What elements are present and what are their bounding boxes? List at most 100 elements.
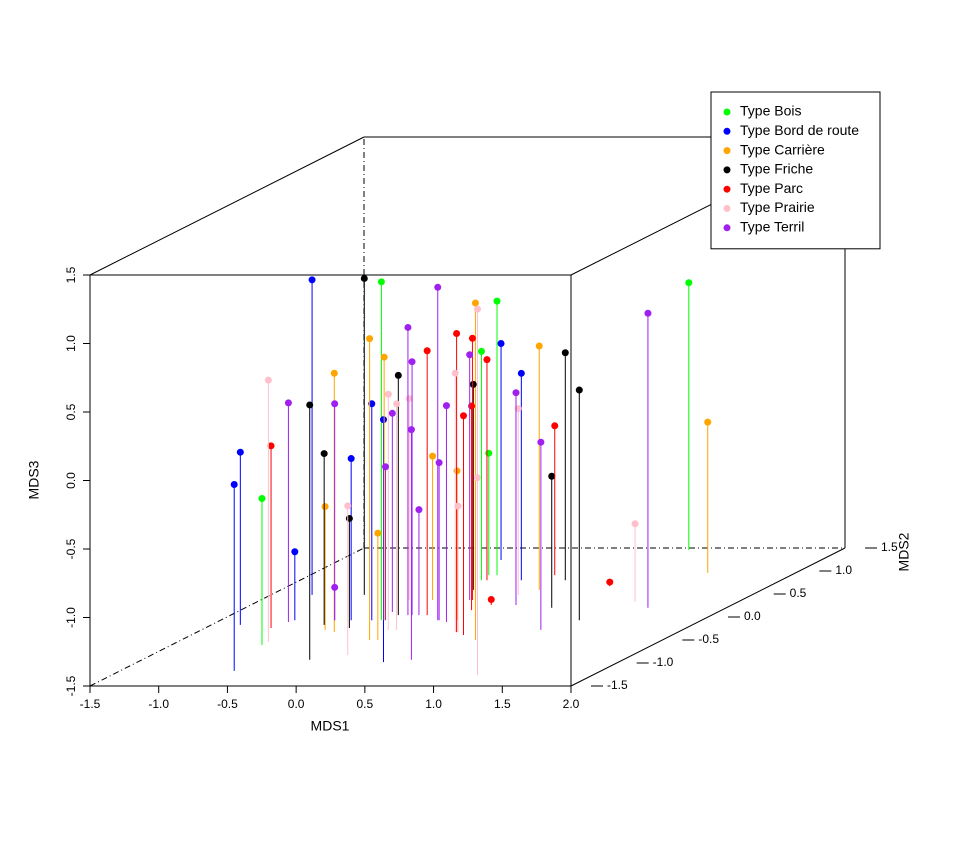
x-tick-label: -1.5 xyxy=(80,697,101,711)
point xyxy=(435,459,443,467)
legend-text: Type Friche xyxy=(740,161,813,177)
x-tick-label: 1.5 xyxy=(494,697,511,711)
point xyxy=(487,596,495,604)
x-tick-label: 0.0 xyxy=(288,697,305,711)
box-edge xyxy=(89,547,365,687)
point xyxy=(407,426,415,434)
point xyxy=(644,309,652,317)
point xyxy=(393,400,401,408)
point xyxy=(404,323,412,331)
y-tick-label: 0.5 xyxy=(790,586,807,600)
point xyxy=(575,386,583,394)
point xyxy=(434,283,442,291)
point xyxy=(382,463,390,471)
point xyxy=(497,340,505,347)
point xyxy=(306,401,314,409)
y-tick-label: -1.0 xyxy=(653,655,674,669)
box-edge xyxy=(89,136,365,276)
point xyxy=(344,502,352,510)
point xyxy=(517,369,525,377)
x-tick-label: 1.0 xyxy=(425,697,442,711)
point xyxy=(284,399,292,407)
legend-text: Type Parc xyxy=(740,180,803,196)
point xyxy=(415,506,423,514)
point xyxy=(471,299,479,307)
point xyxy=(330,369,338,377)
point xyxy=(320,450,328,458)
point xyxy=(331,400,339,408)
legend-marker xyxy=(723,224,731,232)
legend-marker xyxy=(723,147,731,155)
legend-text: Type Carrière xyxy=(740,141,825,157)
point xyxy=(477,347,485,355)
point xyxy=(258,494,266,502)
point xyxy=(380,353,388,361)
point xyxy=(485,449,493,457)
point xyxy=(537,438,545,446)
point xyxy=(451,369,459,377)
point xyxy=(442,402,450,410)
point xyxy=(483,356,491,364)
point xyxy=(264,376,272,384)
x-tick-label: 0.5 xyxy=(357,697,374,711)
point xyxy=(454,502,462,510)
point xyxy=(468,334,476,342)
point xyxy=(685,279,693,287)
point xyxy=(423,347,431,355)
point xyxy=(291,548,299,556)
point xyxy=(459,412,467,420)
y-tick-label: -0.5 xyxy=(698,632,719,646)
point xyxy=(631,520,639,528)
legend-marker xyxy=(723,185,731,193)
y-axis-title: MDS2 xyxy=(896,532,912,571)
y-tick-label: 0.0 xyxy=(744,609,761,623)
legend-box xyxy=(710,91,881,250)
point xyxy=(493,297,501,305)
z-tick-label: 1.5 xyxy=(64,266,78,283)
point xyxy=(377,278,385,286)
y-tick-label: -1.5 xyxy=(607,678,628,692)
point xyxy=(360,274,368,282)
point xyxy=(466,351,474,359)
z-tick-label: -0.5 xyxy=(64,538,78,559)
point xyxy=(551,422,559,430)
z-tick-label: -1.0 xyxy=(64,607,78,628)
point xyxy=(429,452,437,460)
x-tick-label: -1.0 xyxy=(148,697,169,711)
z-tick-label: -1.5 xyxy=(64,675,78,696)
x-tick-label: 2.0 xyxy=(563,697,580,711)
x-tick-label: -0.5 xyxy=(217,697,238,711)
point xyxy=(561,349,569,357)
z-tick-label: 1.0 xyxy=(64,335,78,352)
point xyxy=(230,481,238,488)
point xyxy=(469,380,477,388)
legend-text: Type Bord de route xyxy=(740,122,859,138)
point xyxy=(321,503,329,511)
box-front xyxy=(89,274,572,687)
point xyxy=(347,455,355,463)
legend-text: Type Bois xyxy=(740,103,801,119)
point xyxy=(331,583,339,591)
point xyxy=(366,335,374,343)
point xyxy=(384,390,392,398)
point xyxy=(473,305,481,313)
legend-marker xyxy=(723,108,731,116)
point xyxy=(308,276,316,284)
z-tick-label: 0.5 xyxy=(64,403,78,420)
point xyxy=(388,409,396,417)
point xyxy=(408,358,416,366)
legend-text: Type Terril xyxy=(740,219,804,235)
legend-text: Type Prairie xyxy=(740,199,815,215)
x-axis-title: MDS1 xyxy=(311,718,350,734)
point xyxy=(267,442,275,450)
point xyxy=(379,416,387,424)
point xyxy=(512,389,520,397)
point xyxy=(468,402,476,410)
point xyxy=(453,330,461,338)
point xyxy=(473,474,481,482)
legend-marker xyxy=(723,127,731,135)
legend-marker xyxy=(723,205,731,212)
point xyxy=(535,342,543,350)
point xyxy=(606,578,614,586)
